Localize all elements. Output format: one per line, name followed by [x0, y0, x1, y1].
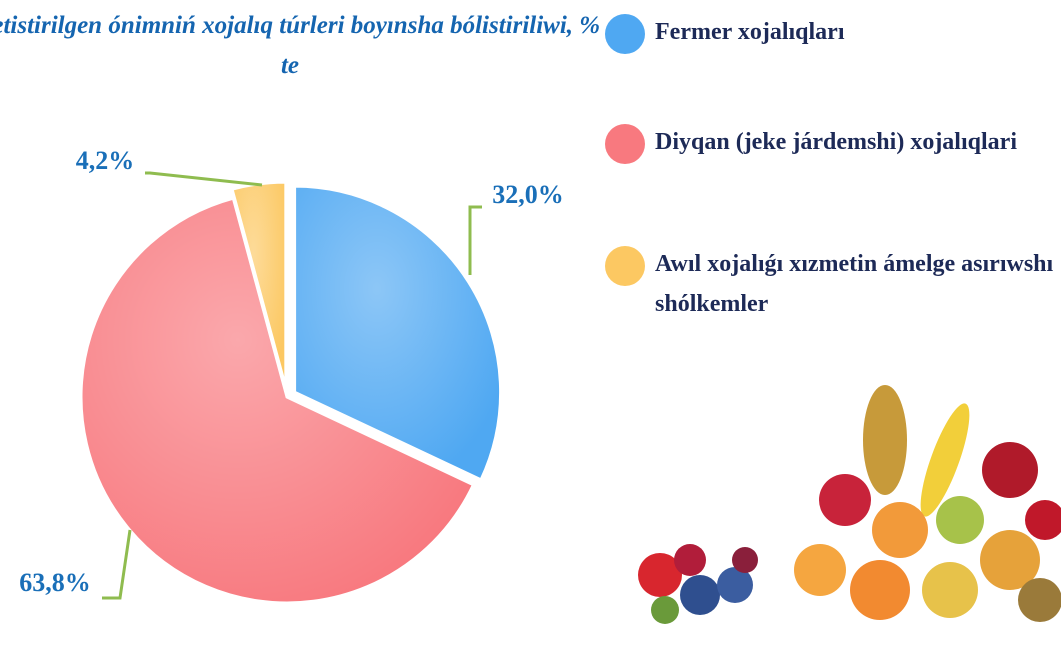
legend-label: Awıl xojalıǵı xızmetin ámelge asırıwshı …: [655, 251, 1054, 317]
leader-line: [145, 171, 263, 187]
legend-marker: [605, 14, 645, 54]
leader-line: [468, 205, 482, 275]
value-label: 4,2%: [76, 146, 135, 175]
fruit-decoration: [638, 385, 1061, 624]
legend-marker: [605, 246, 645, 286]
slice-shine: [232, 182, 286, 389]
slice-shine: [294, 186, 501, 480]
legend-marker: [605, 124, 645, 164]
legend-label: Diyqan (jeke járdemshi) xojalıqlari: [655, 129, 1017, 155]
chart-title: Jetistirilgen ónimniń xojalıq túrleri bo…: [0, 12, 601, 79]
leader-line: [102, 529, 132, 600]
value-label: 32,0%: [492, 180, 564, 209]
legend-label: Fermer xojalıqları: [655, 19, 845, 45]
slice-shine: [81, 198, 474, 603]
value-label: 63,8%: [19, 568, 91, 597]
